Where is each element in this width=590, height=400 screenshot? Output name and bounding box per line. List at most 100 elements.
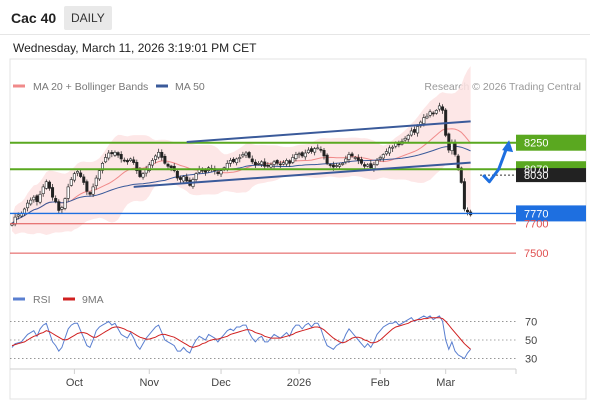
candle bbox=[166, 163, 170, 167]
candle bbox=[76, 171, 80, 174]
rsi-line bbox=[11, 315, 471, 360]
candle bbox=[154, 155, 158, 160]
candle bbox=[104, 157, 108, 163]
candle bbox=[294, 154, 298, 159]
candle bbox=[182, 176, 186, 182]
x-axis: Oct Nov Dec 2026 Feb Mar bbox=[66, 369, 517, 389]
candle bbox=[325, 154, 329, 164]
candle bbox=[244, 152, 248, 156]
candle bbox=[66, 186, 70, 199]
candle bbox=[216, 171, 220, 174]
candle bbox=[135, 161, 139, 171]
candle bbox=[122, 159, 126, 162]
level-label-7700: 7700 bbox=[524, 219, 548, 231]
candle bbox=[313, 148, 317, 153]
candle bbox=[350, 153, 354, 157]
candle bbox=[247, 152, 251, 158]
candle bbox=[338, 164, 342, 167]
candle bbox=[281, 162, 285, 165]
candle bbox=[54, 198, 58, 202]
candle bbox=[185, 176, 189, 182]
candle bbox=[260, 161, 264, 165]
candle bbox=[384, 151, 388, 155]
candle bbox=[331, 164, 335, 168]
candle bbox=[110, 152, 114, 155]
candle bbox=[363, 164, 367, 167]
candle bbox=[29, 199, 33, 205]
candle bbox=[91, 186, 95, 195]
candle bbox=[328, 164, 332, 166]
candle bbox=[147, 164, 151, 171]
rsi-tick-label-70: 70 bbox=[525, 316, 537, 328]
candle bbox=[13, 216, 17, 225]
candle bbox=[57, 201, 61, 211]
candle bbox=[437, 105, 441, 110]
candle bbox=[285, 160, 289, 165]
candle bbox=[107, 152, 111, 159]
channel-lower bbox=[133, 161, 471, 188]
rsi-legend-label: RSI bbox=[33, 294, 51, 306]
candle bbox=[79, 172, 83, 177]
forecast-arrow bbox=[482, 143, 510, 184]
level-label-8030: 8030 bbox=[524, 170, 548, 182]
candle bbox=[425, 115, 429, 119]
x-tick-label: Feb bbox=[371, 377, 390, 389]
rsi-ma-line bbox=[11, 317, 471, 350]
candle bbox=[253, 161, 257, 166]
candle bbox=[434, 110, 438, 114]
candle bbox=[82, 176, 86, 183]
candle bbox=[175, 170, 179, 179]
candle bbox=[150, 160, 154, 166]
candle bbox=[353, 157, 357, 159]
candle bbox=[241, 154, 245, 157]
candle bbox=[228, 160, 232, 164]
x-tick-label: Mar bbox=[436, 377, 455, 389]
candle bbox=[388, 147, 392, 154]
candle bbox=[113, 151, 117, 156]
candle bbox=[275, 160, 279, 164]
candle bbox=[194, 173, 198, 180]
candle bbox=[428, 111, 432, 116]
ma50-legend-label: MA 50 bbox=[175, 81, 205, 93]
candle bbox=[278, 163, 282, 166]
candle bbox=[409, 130, 413, 136]
candle bbox=[303, 152, 307, 158]
channel-upper bbox=[186, 120, 471, 143]
x-tick-label: 2026 bbox=[287, 377, 311, 389]
candle bbox=[88, 192, 92, 195]
interval-button[interactable]: DAILY bbox=[64, 6, 112, 30]
candle bbox=[422, 117, 426, 124]
candle bbox=[306, 149, 310, 154]
candle bbox=[250, 158, 254, 163]
candle bbox=[238, 157, 242, 159]
candle bbox=[232, 158, 236, 163]
candle bbox=[266, 164, 270, 167]
candle bbox=[32, 196, 36, 201]
candle bbox=[341, 163, 345, 165]
candle bbox=[26, 202, 30, 209]
candle bbox=[16, 214, 20, 217]
candle bbox=[225, 163, 229, 170]
candle bbox=[431, 112, 435, 115]
candle bbox=[69, 179, 73, 186]
candle bbox=[412, 129, 416, 133]
candle bbox=[344, 158, 348, 163]
candle bbox=[85, 181, 89, 192]
x-tick-label: Dec bbox=[211, 377, 231, 389]
candle bbox=[200, 169, 204, 172]
candle bbox=[441, 106, 445, 111]
level-box-7770 bbox=[516, 205, 586, 222]
candle bbox=[256, 163, 260, 165]
candle bbox=[378, 157, 382, 160]
candle bbox=[125, 160, 129, 163]
candle bbox=[94, 177, 98, 187]
candle bbox=[356, 157, 360, 161]
candle bbox=[456, 155, 460, 169]
candle bbox=[416, 126, 420, 134]
candle bbox=[403, 137, 407, 141]
candle bbox=[466, 209, 470, 213]
candle bbox=[366, 164, 370, 167]
chart-frame bbox=[9, 58, 587, 400]
candle bbox=[60, 207, 64, 210]
